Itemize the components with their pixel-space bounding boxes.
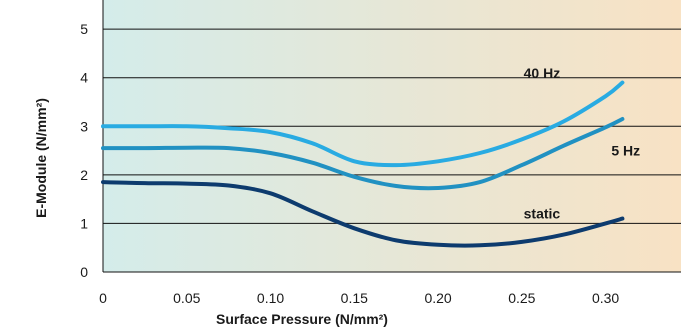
series-label-40-hz: 40 Hz — [524, 65, 561, 81]
series-labels: 40 Hz 5 Hz static — [524, 65, 640, 222]
plot-background — [103, 0, 681, 272]
y-tick-label: 1 — [80, 215, 88, 231]
y-axis-ticks: 0 1 2 3 4 5 — [80, 21, 88, 280]
x-tick-label: 0 — [99, 290, 107, 306]
x-tick-label: 0.30 — [592, 290, 619, 306]
series-line-static — [101, 180, 625, 248]
x-tick-label: 0.25 — [508, 290, 535, 306]
series-lines — [101, 80, 625, 248]
x-tick-label: 0.20 — [424, 290, 451, 306]
x-axis-ticks: 0 0.05 0.10 0.15 0.20 0.25 0.30 — [99, 290, 619, 306]
y-tick-label: 0 — [80, 264, 88, 280]
y-tick-label: 4 — [80, 70, 88, 86]
x-tick-label: 0.10 — [257, 290, 284, 306]
series-label-static: static — [524, 206, 561, 222]
series-label-5-hz: 5 Hz — [611, 143, 640, 159]
x-axis-title: Surface Pressure (N/mm²) — [216, 311, 388, 327]
y-tick-label: 2 — [80, 167, 88, 183]
x-tick-label: 0.15 — [341, 290, 368, 306]
y-tick-label: 3 — [80, 118, 88, 134]
series-line-40-hz — [101, 80, 625, 168]
y-tick-label: 5 — [80, 21, 88, 37]
series-line-5-hz — [101, 117, 625, 191]
y-axis-title: E-Module (N/mm²) — [33, 98, 49, 218]
x-tick-label: 0.05 — [173, 290, 200, 306]
